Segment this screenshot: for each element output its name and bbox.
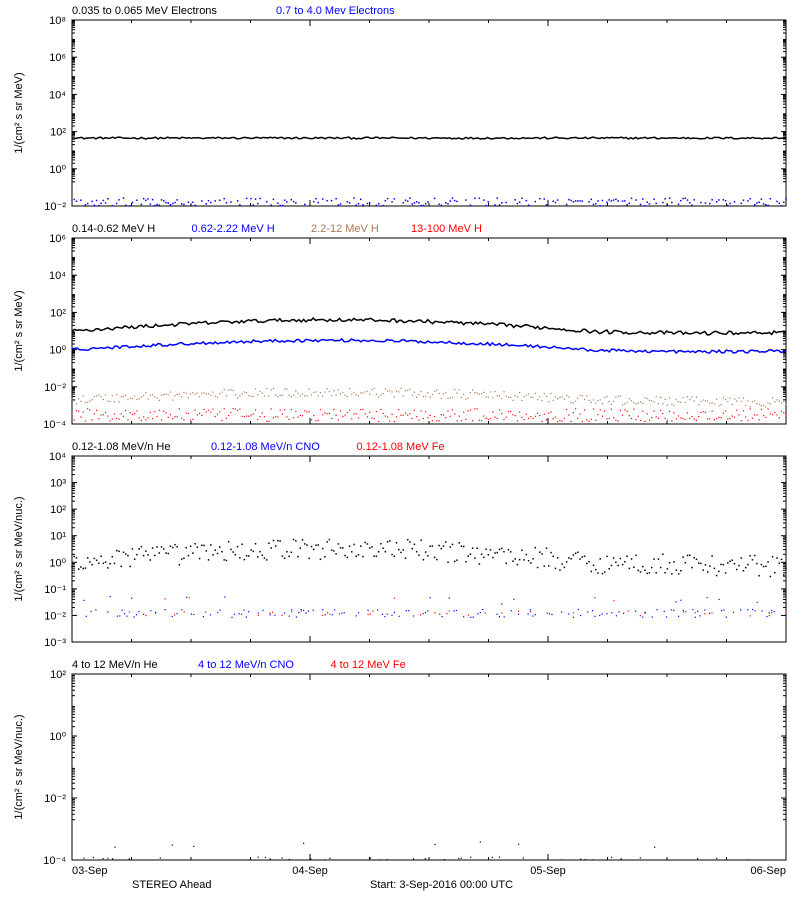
ytick-label: 10² [50,127,66,139]
ytick-label: 10³ [50,478,66,490]
legend-item: 13-100 MeV H [411,223,482,235]
y-axis-label: 1/(cm² s sr MeV/nuc.) [13,496,25,601]
footer-instrument: STEREO Ahead [132,879,212,891]
ytick-label: 10⁸ [49,15,66,27]
xtick-label: 06-Sep [751,865,786,877]
ytick-label: 10⁻³ [44,637,66,649]
ytick-label: 10⁻² [44,201,66,213]
legend-item: 4 to 12 MeV/n He [72,659,158,671]
panel-frame [72,674,786,860]
panel-0: 10⁻² 10⁰ 10² 10⁴ 10⁶ 10⁸ 1/(cm² s sr MeV) 0.035… [13,5,787,213]
ytick-label: 10⁻¹ [44,584,66,596]
legend-item: 0.62-2.22 MeV H [192,223,275,235]
ytick-label: 10⁰ [49,164,66,176]
chart-svg: 10⁻² 10⁰ 10² 10⁴ 10⁶ 10⁸ 1/(cm² s sr MeV) 0.035… [0,0,800,900]
ytick-label: 10⁴ [49,89,66,101]
ytick-label: 10⁻² [44,382,66,394]
legend-item: 0.035 to 0.065 MeV Electrons [72,5,217,17]
y-axis-label: 1/(cm² s sr MeV) [13,290,25,371]
ytick-label: 10² [50,669,66,681]
ytick-label: 10⁰ [49,557,66,569]
xtick-label: 05-Sep [530,865,565,877]
series-line [72,318,786,335]
legend-item: 4 to 12 MeV/n CNO [198,659,294,671]
ytick-label: 10² [50,504,66,516]
series-line [72,137,786,139]
xtick-label: 04-Sep [292,865,327,877]
ytick-label: 10⁶ [49,233,66,245]
legend-item: 0.12-1.08 MeV/n He [72,441,170,453]
ytick-label: 10⁰ [49,731,66,743]
ytick-label: 10⁴ [49,270,66,282]
xtick-label: 03-Sep [72,865,107,877]
panel-frame [72,20,786,206]
legend-item: 4 to 12 MeV Fe [331,659,406,671]
legend-item: 0.7 to 4.0 Mev Electrons [276,5,395,17]
ytick-label: 10⁶ [49,52,66,64]
panel-frame [72,456,786,642]
footer-start-time: Start: 3-Sep-2016 00:00 UTC [370,879,513,891]
series-line [72,339,786,353]
ytick-label: 10¹ [50,531,66,543]
ytick-label: 10⁰ [49,345,66,357]
y-axis-label: 1/(cm² s sr MeV) [13,72,25,153]
ytick-label: 10⁻⁴ [43,419,66,431]
panel-3: 10⁻⁴ 10⁻² 10⁰ 10² 1/(cm² s sr MeV/nuc.) 4 to … [13,659,786,867]
ytick-label: 10⁻⁴ [43,855,66,867]
stereo-particle-chart: 10⁻² 10⁰ 10² 10⁴ 10⁶ 10⁸ 1/(cm² s sr MeV) 0.035… [0,0,800,900]
legend-item: 0.12-1.08 MeV Fe [357,441,445,453]
legend-item: 0.14-0.62 MeV H [72,223,155,235]
panel-2: 10⁻³ 10⁻² 10⁻¹ 10⁰ 10¹ 10² 10³ 10⁴ 1/(cm² s sr M… [13,441,787,649]
ytick-label: 10² [50,307,66,319]
panel-1: 10⁻⁴ 10⁻² 10⁰ 10² 10⁴ 10⁶ 1/(cm² s sr MeV) 0.14… [13,223,787,431]
legend-item: 0.12-1.08 MeV/n CNO [211,441,320,453]
legend-item: 2.2-12 MeV H [311,223,379,235]
ytick-label: 10⁻² [44,793,66,805]
y-axis-label: 1/(cm² s sr MeV/nuc.) [13,714,25,819]
ytick-label: 10⁴ [49,451,66,463]
ytick-label: 10⁻² [44,610,66,622]
